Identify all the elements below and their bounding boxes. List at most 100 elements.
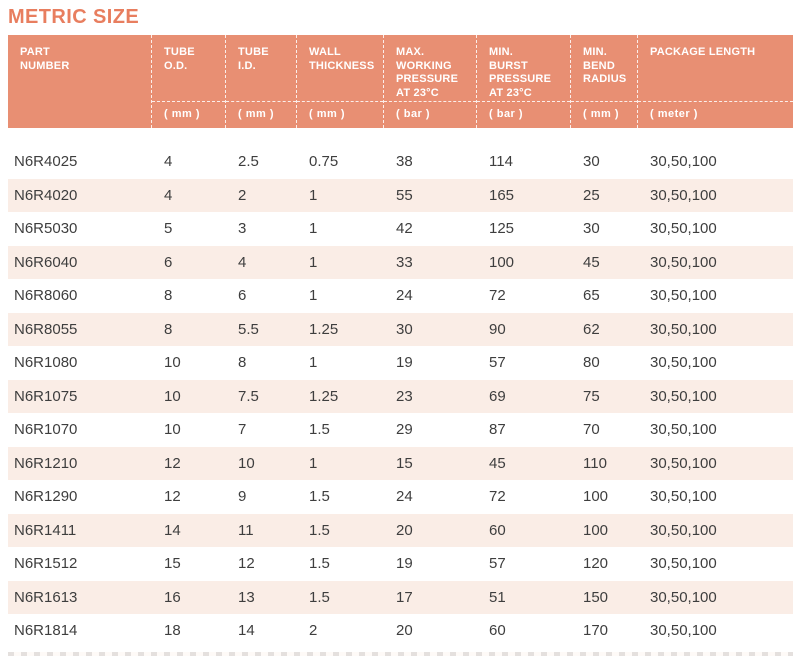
table-row: N6R4020 4 2 1 55 165 25 30,50,100 [8,178,793,212]
column-unit-tube-od: ( mm ) [152,101,225,128]
cell-tube-od: 5 [164,220,173,238]
cell-wall-thickness: 1 [309,253,318,271]
column-label-wall-thickness: WALL THICKNESS [309,46,375,72]
column-unit-part-number [8,101,151,128]
cell-tube-id: 7.5 [238,387,259,405]
cell-min-burst-pressure: 45 [489,454,506,472]
cell-part-number: N6R1814 [14,622,78,640]
cell-wall-thickness: 1 [309,287,318,305]
column-header-min-burst-pressure: MIN. BURST PRESSURE AT 23°C( bar ) [476,35,570,128]
cell-max-working-pressure: 38 [396,153,413,171]
table-row: N6R4025 4 2.5 0.75 38 114 30 30,50,100 [8,145,793,179]
column-label-min-bend-radius: MIN. BEND RADIUS [583,46,627,85]
table-body: N6R4025 4 2.5 0.75 38 114 30 30,50,100 N6R4020 4 2… [8,145,793,648]
table-row: N6R1070 10 7 1.5 29 87 70 30,50,100 [8,413,793,447]
cell-part-number: N6R1411 [14,521,77,539]
cell-part-number: N6R1075 [14,387,78,405]
cell-wall-thickness: 1 [309,186,318,204]
cell-package-length: 30,50,100 [650,220,717,238]
cell-tube-id: 10 [238,454,255,472]
column-header-wall-thickness: WALL THICKNESS ( mm ) [296,35,383,128]
cell-min-burst-pressure: 51 [489,588,506,606]
cell-tube-id: 13 [238,588,255,606]
column-label-min-burst-pressure: MIN. BURST PRESSURE AT 23°C [489,46,552,99]
cell-tube-id: 11 [238,521,254,539]
cell-min-burst-pressure: 60 [489,622,506,640]
column-unit-min-burst-pressure: ( bar ) [477,101,570,128]
cell-min-bend-radius: 75 [583,387,600,405]
cell-max-working-pressure: 15 [396,454,413,472]
cell-tube-od: 6 [164,253,173,271]
cell-tube-id: 2.5 [238,153,259,171]
cell-tube-od: 4 [164,186,173,204]
cell-min-burst-pressure: 87 [489,421,506,439]
cell-max-working-pressure: 20 [396,622,413,640]
cell-wall-thickness: 1.5 [309,488,330,506]
cell-min-burst-pressure: 125 [489,220,515,238]
cell-tube-od: 10 [164,387,181,405]
cell-max-working-pressure: 55 [396,186,413,204]
cell-max-working-pressure: 24 [396,488,413,506]
column-label-package-length: PACKAGE LENGTH [650,46,756,58]
cell-package-length: 30,50,100 [650,622,717,640]
cell-min-burst-pressure: 165 [489,186,515,204]
cell-tube-od: 10 [164,354,181,372]
cell-tube-id: 3 [238,220,247,238]
cell-min-bend-radius: 100 [583,488,609,506]
cell-min-bend-radius: 110 [583,454,607,472]
cell-min-bend-radius: 25 [583,186,600,204]
table-row: N6R1613 16 13 1.5 17 51 150 30,50,100 [8,580,793,614]
cell-max-working-pressure: 20 [396,521,413,539]
table-row: N6R1814 18 14 2 20 60 170 30,50,100 [8,614,793,648]
cell-max-working-pressure: 29 [396,421,413,439]
cell-min-bend-radius: 45 [583,253,600,271]
column-unit-tube-id: ( mm ) [226,101,296,128]
cell-tube-od: 12 [164,454,181,472]
cell-package-length: 30,50,100 [650,521,717,539]
column-unit-max-working-pressure: ( bar ) [384,101,476,128]
cell-tube-od: 18 [164,622,181,640]
column-header-max-working-pressure: MAX. WORKING PRESSURE AT 23°C( bar ) [383,35,476,128]
cell-tube-id: 8 [238,354,247,372]
cell-max-working-pressure: 23 [396,387,413,405]
cell-min-bend-radius: 150 [583,588,609,606]
cell-package-length: 30,50,100 [650,320,717,338]
cell-min-burst-pressure: 57 [489,354,506,372]
cell-part-number: N6R8060 [14,287,78,305]
cell-part-number: N6R6040 [14,253,78,271]
column-header-tube-od: TUBE O.D. ( mm ) [151,35,225,128]
cell-package-length: 30,50,100 [650,387,717,405]
cell-wall-thickness: 1 [309,354,318,372]
cell-min-burst-pressure: 90 [489,320,506,338]
table-row: N6R1512 15 12 1.5 19 57 120 30,50,100 [8,547,793,581]
cell-wall-thickness: 1 [309,454,318,472]
cell-min-bend-radius: 30 [583,153,600,171]
cell-wall-thickness: 0.75 [309,153,339,171]
cell-package-length: 30,50,100 [650,588,717,606]
table-row: N6R8060 8 6 1 24 72 65 30,50,100 [8,279,793,313]
table-header: PART NUMBER TUBE O.D.( mm ) TUBE I.D.( mm ) WA… [8,35,793,128]
cell-part-number: N6R8055 [14,320,78,338]
cell-min-burst-pressure: 57 [489,555,506,573]
cell-package-length: 30,50,100 [650,421,717,439]
column-header-package-length: PACKAGE LENGTH ( meter ) [637,35,793,128]
cell-wall-thickness: 1.5 [309,555,330,573]
cell-tube-od: 4 [164,153,173,171]
column-label-part-number: PART NUMBER [20,46,70,72]
cell-tube-od: 8 [164,320,173,338]
column-label-tube-od: TUBE O.D. [164,46,195,72]
cell-part-number: N6R1080 [14,354,78,372]
column-label-max-working-pressure: MAX. WORKING PRESSURE AT 23°C [396,46,459,99]
cell-min-bend-radius: 80 [583,354,600,372]
cell-tube-id: 12 [238,555,255,573]
cell-package-length: 30,50,100 [650,488,717,506]
cell-tube-od: 15 [164,555,181,573]
cell-part-number: N6R5030 [14,220,78,238]
cell-min-bend-radius: 65 [583,287,600,305]
cell-tube-od: 12 [164,488,181,506]
cell-package-length: 30,50,100 [650,287,717,305]
cell-tube-id: 9 [238,488,247,506]
cell-wall-thickness: 2 [309,622,318,640]
table-row: N6R5030 5 3 1 42 125 30 30,50,100 [8,212,793,246]
cell-min-burst-pressure: 72 [489,287,506,305]
